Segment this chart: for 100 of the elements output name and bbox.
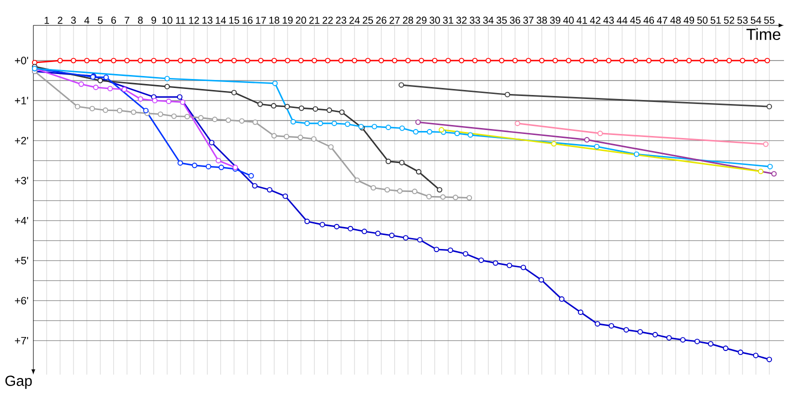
point: [412, 188, 418, 194]
point: [124, 58, 130, 64]
point: [478, 257, 484, 263]
x-tick-label: 29: [416, 16, 426, 24]
point: [767, 164, 773, 170]
point: [78, 81, 84, 87]
point: [468, 132, 474, 138]
x-tick-label: 10: [162, 16, 172, 24]
point: [758, 168, 764, 174]
point: [164, 76, 170, 82]
point: [539, 58, 545, 64]
x-tick-label: 49: [684, 16, 694, 24]
point: [334, 224, 340, 230]
point: [637, 329, 643, 335]
point: [178, 160, 183, 166]
x-tick-label: 48: [670, 16, 681, 24]
point: [771, 171, 777, 177]
point: [158, 111, 164, 117]
point: [440, 194, 446, 200]
point: [597, 130, 603, 136]
x-tick-label: 11: [176, 16, 186, 24]
point: [298, 105, 304, 111]
point: [686, 58, 692, 64]
x-tick-label: 8: [138, 16, 143, 24]
x-tick-label: 21: [309, 16, 320, 24]
y-tick-label: +3': [14, 176, 28, 184]
point: [143, 108, 149, 114]
point: [110, 58, 116, 64]
y-tick-label: +1': [14, 96, 28, 104]
x-tick-label: 32: [456, 16, 467, 24]
point: [512, 58, 518, 64]
point: [130, 109, 136, 115]
point: [257, 101, 263, 107]
x-axis-title: Time: [746, 28, 780, 40]
point: [218, 58, 224, 64]
point: [231, 58, 237, 64]
point: [520, 264, 526, 270]
point: [98, 78, 103, 84]
x-tick-label: 53: [737, 16, 748, 24]
point: [318, 120, 324, 126]
point: [415, 119, 421, 125]
point: [405, 58, 411, 64]
x-tick-label: 55: [764, 16, 774, 24]
point: [506, 262, 512, 268]
point: [284, 134, 290, 140]
point: [624, 327, 629, 333]
point: [176, 94, 182, 100]
x-tick-label: 4: [84, 16, 90, 24]
x-tick-label: 42: [590, 16, 600, 24]
point: [311, 136, 317, 142]
point: [352, 58, 358, 64]
point: [252, 119, 258, 125]
point: [270, 103, 276, 109]
x-tick-label: 9: [151, 16, 156, 24]
point: [666, 335, 672, 341]
y-tick-label: +7': [14, 336, 28, 344]
point: [526, 58, 532, 64]
point: [338, 58, 344, 64]
x-tick-label: 47: [656, 16, 668, 24]
point: [239, 118, 245, 124]
point: [606, 58, 612, 64]
point: [634, 151, 640, 157]
point: [107, 86, 113, 92]
point: [434, 246, 440, 252]
point: [514, 120, 520, 126]
point: [103, 74, 109, 80]
point: [472, 58, 478, 64]
point: [432, 58, 438, 64]
point: [700, 58, 706, 64]
point: [417, 237, 423, 243]
x-tick-label: 18: [269, 16, 280, 24]
point: [312, 106, 318, 112]
point: [504, 92, 510, 98]
point: [304, 120, 310, 126]
point: [266, 187, 272, 193]
y-tick-label: +4': [14, 216, 28, 224]
x-tick-label: 46: [644, 16, 654, 24]
point: [116, 108, 122, 114]
point: [74, 104, 80, 110]
point: [312, 58, 318, 64]
x-tick-label: 16: [242, 16, 253, 24]
point: [70, 58, 76, 64]
point: [552, 58, 558, 64]
point: [354, 177, 360, 183]
point: [498, 58, 504, 64]
x-tick-label: 43: [603, 16, 614, 24]
point: [436, 187, 442, 193]
point: [372, 124, 378, 130]
x-tick-label: 17: [256, 16, 266, 24]
y-tick-label: +0': [14, 56, 28, 64]
point: [551, 141, 557, 147]
point: [764, 58, 770, 64]
point: [426, 129, 432, 135]
x-tick-label: 50: [697, 16, 708, 24]
point: [738, 350, 744, 355]
point: [57, 58, 63, 64]
point: [708, 341, 714, 347]
point: [680, 337, 686, 343]
point: [244, 58, 250, 64]
point: [454, 130, 460, 136]
